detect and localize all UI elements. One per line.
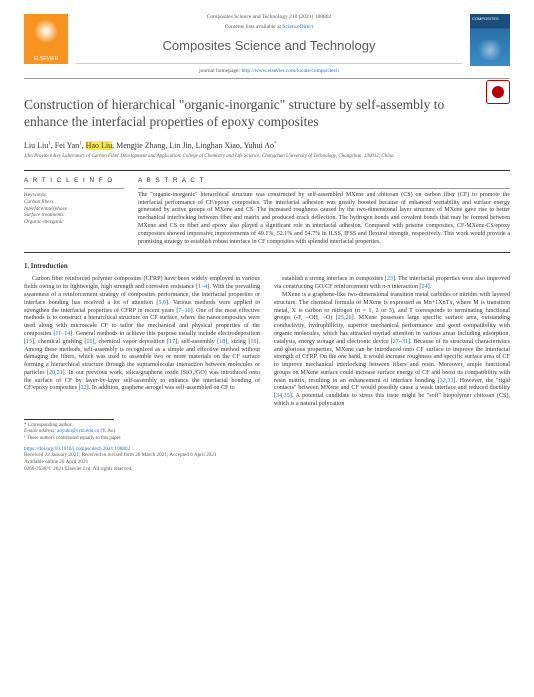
homepage-link[interactable]: http://www.elsevier.com/locate/compscite…: [242, 68, 339, 74]
author-sup: 1: [48, 141, 51, 146]
sciencedirect-link[interactable]: ScienceDirect: [282, 24, 313, 30]
footer-separator: [24, 419, 114, 420]
column-right: establish a strong interface in composit…: [274, 276, 510, 409]
author: Fei Yan: [55, 141, 79, 150]
affiliation: Jilin Province Key Laboratory of Carbon …: [24, 154, 510, 160]
paragraph: Carbon fiber reinforced polymer composit…: [24, 276, 260, 393]
column-left: Carbon fiber reinforced polymer composit…: [24, 276, 260, 409]
email-post: (Y. Ao).: [99, 429, 116, 434]
journal-title: Composites Science and Technology: [76, 38, 462, 53]
paragraph: establish a strong interface in composit…: [274, 276, 510, 292]
author: Mengjie Zhang: [116, 141, 165, 150]
header-center: Composites Science and Technology 210 (2…: [68, 14, 470, 74]
journal-reference: Composites Science and Technology 210 (2…: [76, 14, 462, 20]
elsevier-logo: ELSEVIER: [24, 14, 68, 64]
abstract-head: A B S T R A C T: [138, 177, 510, 184]
corresponding-mark: *: [274, 141, 277, 146]
contents-line: Contents lists available at ScienceDirec…: [76, 24, 462, 30]
journal-cover: COMPOSITES: [470, 14, 510, 66]
copyright-line: 0266-3538/© 2021 Elsevier Ltd. All right…: [24, 466, 510, 473]
author-list: Liu Liu1, Fei Yan1, Hao Liu, Mengjie Zha…: [24, 141, 510, 150]
journal-header: ELSEVIER Composites Science and Technolo…: [24, 14, 510, 79]
author: Yuhui Ao: [244, 141, 274, 150]
article-info: A R T I C L E I N F O Keywords: Carbon f…: [24, 177, 124, 247]
cover-text: COMPOSITES: [472, 16, 499, 21]
author: Linghan Xiao: [196, 141, 240, 150]
equal-contrib: ¹ These authors contributed equally to t…: [24, 436, 510, 443]
author: Lin Jin: [169, 141, 191, 150]
crossmark-badge[interactable]: [486, 80, 510, 104]
email-link[interactable]: aoyuhu@ccut.edu.cn: [57, 429, 99, 434]
available-line: Available online 20 April 2021: [24, 459, 510, 466]
homepage-line: journal homepage: http://www.elsevier.co…: [76, 63, 462, 74]
section-heading: 1. Introduction: [24, 263, 510, 270]
contents-pre: Contents lists available at: [225, 24, 283, 30]
author-sup: 1: [79, 141, 82, 146]
footer: * Corresponding author. E-mail address: …: [24, 423, 510, 443]
author: Liu Liu: [24, 141, 48, 150]
divider: [24, 188, 124, 189]
crossmark-icon: [492, 86, 504, 98]
divider: [138, 188, 510, 189]
body-columns: Carbon fiber reinforced polymer composit…: [24, 276, 510, 409]
author-highlighted: Hao Liu: [86, 141, 112, 150]
homepage-pre: journal homepage:: [199, 68, 241, 74]
article-title: Construction of hierarchical "organic-in…: [24, 97, 510, 131]
paragraph: MXene is a graphene-like two-dimensional…: [274, 292, 510, 409]
article-info-row: A R T I C L E I N F O Keywords: Carbon f…: [24, 170, 510, 254]
abstract-text: The "organic-inorganic" hierarchical str…: [138, 192, 510, 247]
keywords: Carbon fibers Interface/interphase Surfa…: [24, 199, 124, 227]
email-pre: E-mail address:: [24, 429, 57, 434]
abstract-col: A B S T R A C T The "organic-inorganic" …: [138, 177, 510, 247]
received-line: Received 22 January 2021; Received in re…: [24, 452, 510, 459]
article-info-head: A R T I C L E I N F O: [24, 177, 124, 184]
elsevier-text: ELSEVIER: [34, 56, 58, 62]
keywords-head: Keywords:: [24, 192, 124, 199]
